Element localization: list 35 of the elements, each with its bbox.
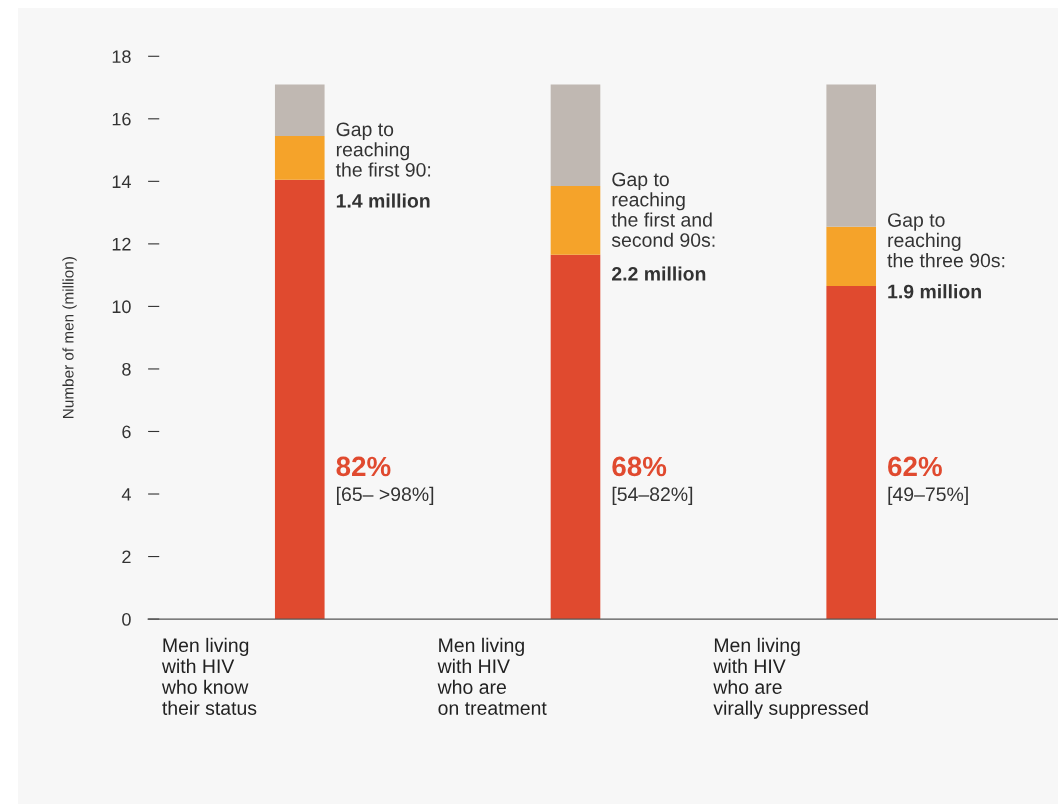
- annotation: Gap to reaching the three 90s:: [887, 213, 1005, 268]
- y-tick-label: 16: [112, 112, 131, 126]
- x-tick-label: Men living with HIV who are virally suppressed: [713, 637, 868, 719]
- annotation: 68%: [612, 456, 667, 477]
- y-tick-label: 4: [121, 488, 131, 501]
- annotation: [49–75%]: [888, 486, 968, 505]
- bar: [550, 186, 601, 255]
- y-tick-label: 8: [122, 362, 131, 376]
- y-tick-label: 6: [122, 425, 131, 439]
- annotation: Gap to reaching the first 90:: [335, 122, 431, 177]
- y-tick-label: 10: [112, 300, 131, 314]
- annotation: [65– >98%]: [337, 486, 434, 505]
- bar: [826, 226, 877, 287]
- bar: [274, 136, 325, 180]
- y-axis-title: Number of men (million): [62, 257, 77, 418]
- annotation: 1.4 million: [336, 193, 430, 208]
- x-tick-label: Men living with HIV who are on treatment: [437, 637, 547, 715]
- y-tick-label: 14: [112, 175, 131, 188]
- bar: [274, 179, 325, 620]
- y-tick-label: 0: [122, 613, 131, 626]
- y-tick-label: 18: [112, 50, 131, 63]
- bar: [826, 84, 877, 227]
- annotation: Gap to reaching the first and second 90s:: [611, 172, 715, 247]
- y-tick-label: 12: [112, 237, 131, 251]
- y-tick-label: 2: [122, 550, 131, 564]
- annotation: 1.9 million: [888, 284, 981, 299]
- annotation: 82%: [336, 456, 391, 477]
- annotation: [54–82%]: [612, 486, 693, 505]
- bar: [550, 84, 601, 187]
- annotation: 2.2 million: [612, 266, 706, 281]
- bar: [826, 286, 877, 620]
- annotation: 62%: [888, 456, 942, 477]
- x-tick-label: Men living with HIV who know their status: [161, 637, 257, 715]
- bar: [274, 84, 325, 137]
- bar: [550, 254, 601, 620]
